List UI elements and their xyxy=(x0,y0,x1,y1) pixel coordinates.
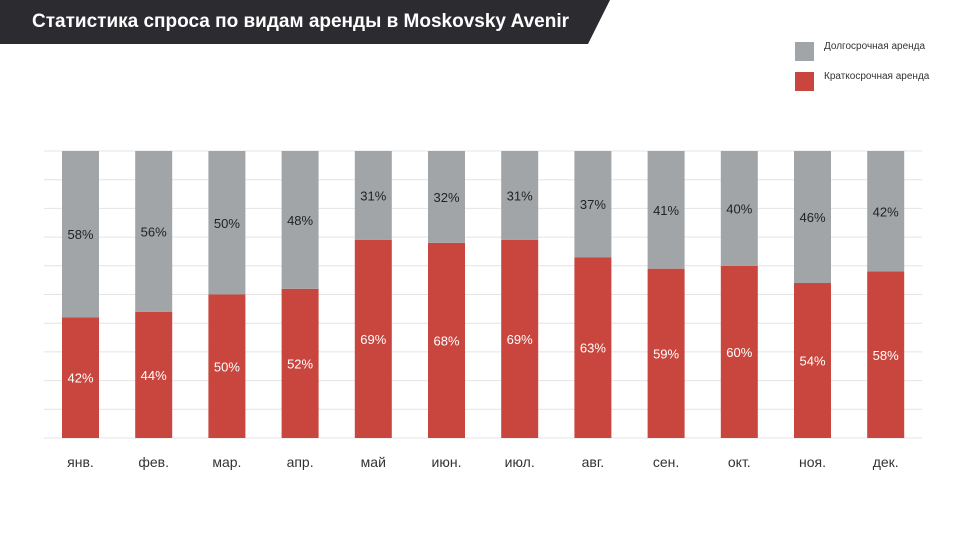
bar-short-term-9 xyxy=(647,268,685,438)
legend-swatch-long-term xyxy=(795,42,814,61)
data-label-short-term-7: 69% xyxy=(507,332,533,347)
bar-long-term-4 xyxy=(281,151,319,289)
bar-long-term-8 xyxy=(574,151,612,258)
legend-swatch-short-term xyxy=(795,72,814,91)
x-tick-label: мар. xyxy=(212,454,241,470)
bar-long-term-11 xyxy=(794,151,831,284)
bar-short-term-4 xyxy=(281,288,319,438)
data-label-short-term-1: 42% xyxy=(67,371,93,386)
x-tick-label: апр. xyxy=(287,454,314,470)
title-banner: Статистика спроса по видам аренды в Mosk… xyxy=(0,0,610,44)
data-label-short-term-5: 69% xyxy=(360,332,386,347)
bar-short-term-6 xyxy=(428,242,465,438)
data-label-short-term-2: 44% xyxy=(141,368,167,383)
data-label-long-term-9: 41% xyxy=(653,203,679,218)
legend-label-long-term: Долгосрочная аренда xyxy=(824,41,926,52)
data-label-long-term-12: 42% xyxy=(873,204,899,219)
x-tick-label: окт. xyxy=(728,454,751,470)
data-label-long-term-2: 56% xyxy=(141,224,167,239)
x-tick-label: сен. xyxy=(653,454,679,470)
bar-long-term-12 xyxy=(867,151,905,272)
data-label-long-term-11: 46% xyxy=(799,210,825,225)
bar-short-term-1 xyxy=(62,317,99,438)
x-tick-label: ноя. xyxy=(799,454,826,470)
data-label-short-term-11: 54% xyxy=(799,354,825,369)
bar-long-term-7 xyxy=(501,151,539,240)
bar-long-term-10 xyxy=(720,151,758,266)
bar-short-term-11 xyxy=(794,283,831,438)
x-tick-label: авг. xyxy=(582,454,605,470)
data-label-long-term-4: 48% xyxy=(287,213,313,228)
data-label-long-term-10: 40% xyxy=(726,201,752,216)
bar-short-term-10 xyxy=(720,265,758,438)
data-label-long-term-3: 50% xyxy=(214,216,240,231)
bar-long-term-1 xyxy=(62,151,99,318)
data-label-long-term-8: 37% xyxy=(580,197,606,212)
bar-long-term-9 xyxy=(647,151,685,269)
x-tick-label: фев. xyxy=(138,454,169,470)
bar-long-term-5 xyxy=(354,151,392,240)
data-label-short-term-9: 59% xyxy=(653,346,679,361)
bar-short-term-5 xyxy=(354,239,392,438)
data-label-long-term-5: 31% xyxy=(360,188,386,203)
bar-short-term-2 xyxy=(135,311,173,438)
data-label-short-term-4: 52% xyxy=(287,356,313,371)
bar-short-term-3 xyxy=(208,294,246,438)
x-tick-label: янв. xyxy=(67,454,94,470)
x-tick-label: май xyxy=(361,454,386,470)
data-label-short-term-3: 50% xyxy=(214,359,240,374)
x-tick-label: июл. xyxy=(505,454,535,470)
data-label-short-term-12: 58% xyxy=(873,348,899,363)
bar-short-term-12 xyxy=(867,271,905,438)
bar-long-term-6 xyxy=(428,151,465,243)
x-tick-label: дек. xyxy=(873,454,899,470)
bar-long-term-3 xyxy=(208,151,246,295)
bar-long-term-2 xyxy=(135,151,173,312)
data-label-long-term-1: 58% xyxy=(67,227,93,242)
legend-label-short-term: Краткосрочная аренда xyxy=(824,71,930,82)
data-label-short-term-8: 63% xyxy=(580,341,606,356)
data-label-short-term-10: 60% xyxy=(726,345,752,360)
bar-short-term-8 xyxy=(574,257,612,438)
data-label-short-term-6: 68% xyxy=(433,333,459,348)
data-label-long-term-7: 31% xyxy=(507,188,533,203)
x-tick-label: июн. xyxy=(432,454,462,470)
data-label-long-term-6: 32% xyxy=(433,190,459,205)
bar-short-term-7 xyxy=(501,239,539,438)
chart-title: Статистика спроса по видам аренды в Mosk… xyxy=(32,11,570,32)
